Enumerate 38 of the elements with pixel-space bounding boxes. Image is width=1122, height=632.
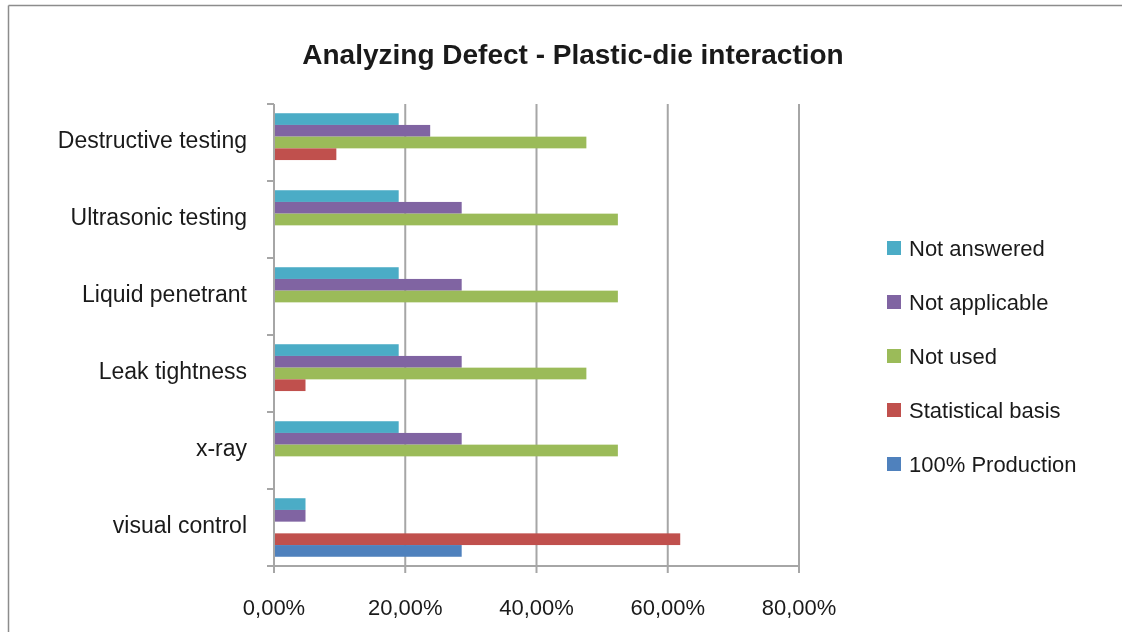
- y-tick-label: x-ray: [195, 434, 248, 461]
- bar: [274, 367, 587, 380]
- y-tick-label: Ultrasonic testing: [70, 203, 247, 230]
- y-tick-label: Liquid penetrant: [82, 280, 248, 307]
- legend-label: Not applicable: [909, 289, 1049, 315]
- bar: [274, 379, 306, 392]
- x-tick-label: 60,00%: [630, 594, 706, 620]
- bar: [274, 278, 462, 291]
- bar: [274, 290, 618, 303]
- legend-label: 100% Production: [909, 451, 1077, 477]
- bar: [274, 201, 462, 214]
- bar: [274, 421, 399, 433]
- bar: [274, 213, 618, 226]
- bar: [274, 344, 399, 356]
- x-tick-label: 20,00%: [367, 594, 443, 620]
- bar: [274, 113, 399, 125]
- bar: [274, 432, 462, 445]
- x-tick-label: 40,00%: [499, 594, 574, 620]
- bar: [274, 498, 306, 510]
- legend-label: Not used: [909, 343, 998, 369]
- x-tick-label: 80,00%: [761, 594, 837, 620]
- bar: [274, 444, 618, 457]
- bar: [274, 148, 337, 161]
- bar: [274, 267, 399, 279]
- y-tick-label: Destructive testing: [57, 126, 247, 153]
- bar: [274, 533, 681, 546]
- y-tick-label: Leak tightness: [98, 357, 247, 384]
- bar: [274, 136, 587, 149]
- legend-label: Statistical basis: [909, 397, 1061, 423]
- bar: [274, 355, 462, 368]
- chart-title: Analyzing Defect - Plastic-die interaction: [302, 39, 844, 70]
- bar: [274, 545, 462, 557]
- bar: [274, 190, 399, 202]
- x-tick-label: 0,00%: [242, 594, 306, 620]
- legend-label: Not answered: [909, 235, 1045, 261]
- bar: [274, 124, 431, 137]
- bar: [274, 509, 306, 522]
- y-tick-label: visual control: [112, 511, 247, 538]
